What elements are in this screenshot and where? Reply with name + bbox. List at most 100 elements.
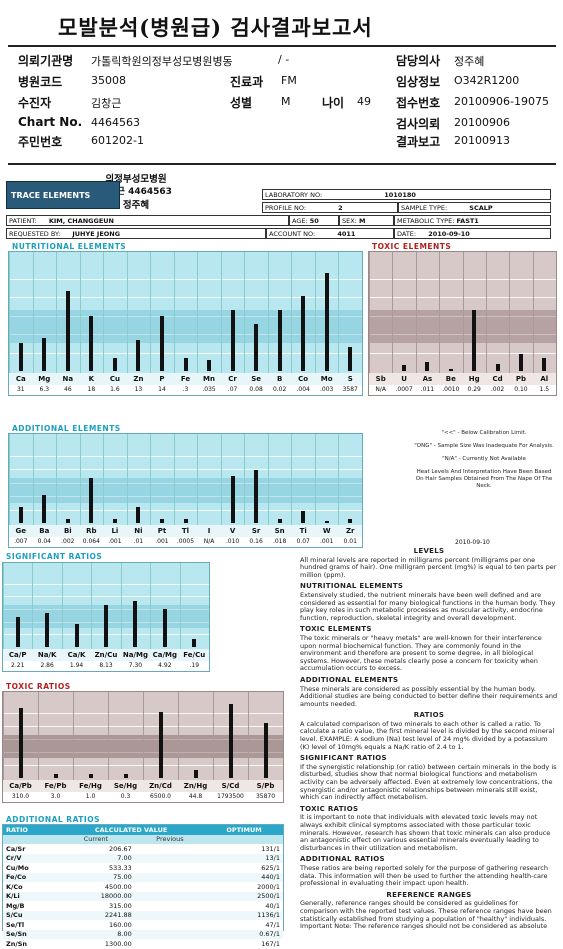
field-label: 주민번호 xyxy=(18,135,63,149)
ratio-optimum: 2000/1 xyxy=(257,882,280,891)
toxic-ratios-title: TOXIC RATIOS xyxy=(6,682,71,691)
ratio-optimum: 2500/1 xyxy=(257,892,280,901)
column-divider xyxy=(9,434,10,537)
ratio-optimum: 440/1 xyxy=(261,873,280,882)
element-value: 0.10 xyxy=(509,385,533,395)
column-divider xyxy=(462,252,464,385)
column-divider xyxy=(143,692,144,792)
column-divider xyxy=(32,563,34,661)
element-value: 46 xyxy=(56,385,80,395)
element-label: Mg xyxy=(32,373,57,385)
level-bar xyxy=(193,770,198,778)
field-label: 성별 xyxy=(230,96,253,110)
level-bar xyxy=(74,624,79,647)
element-value: .01 xyxy=(126,537,151,547)
explanation-heading: SIGNIFICANT RATIOS xyxy=(300,754,387,763)
ratio-previous xyxy=(135,939,205,949)
column-divider xyxy=(150,563,152,661)
level-bar xyxy=(88,774,93,778)
grid-line xyxy=(9,469,362,470)
element-label: K xyxy=(79,373,104,385)
element-label: Ca/K xyxy=(61,649,92,661)
level-bar xyxy=(402,365,407,371)
element-value: .19 xyxy=(179,661,209,671)
element-value: 31 xyxy=(9,385,33,395)
level-bar xyxy=(324,520,329,523)
element-value: 1.94 xyxy=(61,661,92,671)
level-bar xyxy=(228,703,233,778)
toxic-ratios-panel: Ca/Pb 310.0 Fe/Pb 3.0 Fe/Hg 1.0 Se/Hg 0.3 Zn/Cd 6… xyxy=(2,691,284,803)
explanation-body: These minerals are considered as possibl… xyxy=(300,684,558,708)
element-label: Pt xyxy=(150,525,174,537)
ratio-name: Ca/Sr xyxy=(6,844,26,853)
element-label: Cd xyxy=(485,373,510,385)
column-divider xyxy=(38,692,39,792)
ratio-optimum: 13/1 xyxy=(265,854,280,863)
column-divider xyxy=(79,252,81,385)
element-label: Zn/Hg xyxy=(178,780,213,792)
element-value: 7.30 xyxy=(120,661,151,671)
element-label: Tl xyxy=(173,525,198,537)
field-label: 의뢰기관명 xyxy=(18,54,74,68)
column-divider xyxy=(103,434,105,537)
element-value: 1.0 xyxy=(73,792,108,802)
explanation-body: These ratios are being reported solely f… xyxy=(300,863,548,888)
explanation-body: It is important to note that individuals… xyxy=(300,813,551,852)
field-label: 수진자 xyxy=(18,96,52,110)
grid-line xyxy=(9,315,362,317)
ratio-name: Cr/V xyxy=(6,854,22,863)
level-bar xyxy=(18,343,23,371)
level-bar xyxy=(45,612,50,647)
explanation-heading: REFERENCE RANGES xyxy=(386,890,472,899)
column-divider xyxy=(173,252,175,385)
column-divider xyxy=(220,252,222,385)
legend-box: "<<" - Below Calibration Limit. "ONG" - … xyxy=(414,430,554,489)
ratio-optimum: 47/1 xyxy=(265,920,280,929)
element-label: S/Cd xyxy=(213,780,248,792)
ratio-row: K/Li 18000.00 2500/1 xyxy=(3,891,283,901)
grid-line xyxy=(9,278,362,280)
column-divider xyxy=(439,252,441,385)
grid-line xyxy=(9,297,362,298)
reference-band xyxy=(9,478,362,503)
element-value: .0007 xyxy=(392,385,416,395)
explanation-heading: ADDITIONAL RATIOS xyxy=(300,855,385,864)
ratio-current: 2241.88 xyxy=(104,911,132,920)
level-bar xyxy=(518,354,523,371)
element-label: Li xyxy=(103,525,127,537)
explanation-body: A calculated comparison of two minerals … xyxy=(300,719,555,751)
column-divider xyxy=(178,692,179,792)
element-value: 4.92 xyxy=(150,661,180,671)
title-divider xyxy=(8,45,556,47)
level-bar xyxy=(301,510,306,523)
element-value: .018 xyxy=(267,537,292,547)
element-label: W xyxy=(314,525,339,537)
level-bar xyxy=(448,368,453,371)
element-label: Cr xyxy=(220,373,245,385)
element-label: S xyxy=(338,373,362,385)
field-value: 601202-1 xyxy=(91,134,144,147)
ratio-row: Zn/Sn 1300.00 167/1 xyxy=(3,939,283,949)
element-value: 0.3 xyxy=(108,792,143,802)
profile-box: PROFILE NO: 2 xyxy=(262,202,398,213)
header-divider xyxy=(8,163,556,165)
level-bar xyxy=(192,639,197,647)
ratio-row: Mg/B 315.00 40/1 xyxy=(3,901,283,911)
element-label: Ca/Pb xyxy=(3,780,38,792)
grid-line xyxy=(3,596,209,598)
ratio-name: Fe/Co xyxy=(6,873,27,882)
element-value: 0.04 xyxy=(32,537,57,547)
ratio-previous xyxy=(135,920,205,930)
column-divider xyxy=(338,252,340,385)
element-label: Mo xyxy=(314,373,339,385)
field-value: M xyxy=(281,95,291,108)
field-value: 20100913 xyxy=(454,134,510,147)
nutritional-panel: Ca 31 Mg 6.3 Na 46 K 18 Cu 1.6 Zn 13 P 14 Fe .3 Mn .035 Cr… xyxy=(8,251,363,396)
explanation-heading: TOXIC RATIOS xyxy=(300,804,359,813)
level-bar xyxy=(159,518,164,523)
ratio-current: 160.00 xyxy=(109,920,132,929)
ratio-current: 4500.00 xyxy=(104,882,132,891)
column-divider xyxy=(103,252,105,385)
element-label: Sr xyxy=(244,525,268,537)
column-divider xyxy=(314,252,316,385)
